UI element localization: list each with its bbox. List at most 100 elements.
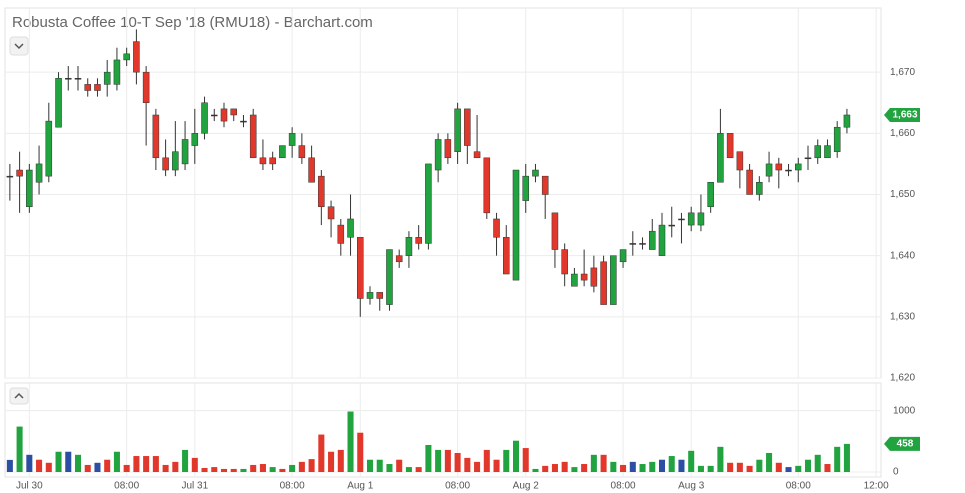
candle-body [717, 133, 724, 183]
candle-body [678, 218, 685, 221]
volume-bar [347, 411, 354, 472]
volume-bar [65, 451, 72, 472]
volume-bar [386, 464, 393, 472]
volume-bar [172, 461, 179, 472]
candle-body [794, 163, 802, 171]
x-tick-label: 08:00 [280, 481, 305, 492]
volume-bar [571, 467, 578, 472]
candle-body [191, 133, 199, 146]
volume-bar [45, 462, 52, 472]
x-tick-label: 08:00 [611, 481, 636, 492]
volume-bar [308, 459, 315, 472]
candle-body [726, 133, 734, 159]
volume-bar [551, 464, 558, 472]
volume-bar [376, 459, 383, 472]
volume-bar [804, 459, 812, 472]
volume-collapse-button[interactable] [9, 387, 29, 405]
dropdown-button[interactable] [9, 36, 29, 56]
candle-body [707, 182, 714, 207]
volume-bar [259, 464, 266, 472]
volume-bar [843, 443, 850, 472]
volume-bar [697, 465, 704, 472]
candle-body [123, 53, 130, 61]
x-tick-label: 08:00 [114, 481, 139, 492]
candle-body [522, 175, 530, 201]
candle-body [172, 151, 179, 171]
candle-body [804, 157, 812, 160]
candle-body [74, 78, 82, 80]
volume-bar [357, 432, 364, 472]
candle-body [765, 163, 773, 177]
volume-bar [512, 440, 520, 472]
volume-bar [269, 467, 276, 472]
volume-panel [4, 382, 882, 478]
candle-body [736, 151, 744, 171]
volume-bar [542, 465, 549, 472]
candle-body [133, 41, 140, 73]
candle-body [45, 120, 53, 177]
candle-body [464, 108, 471, 146]
volume-bar [678, 459, 685, 472]
candle-body [386, 249, 393, 305]
candle-body [356, 237, 364, 299]
candle-body [327, 206, 335, 220]
candle-body [366, 292, 374, 299]
x-tick-label: 08:00 [786, 481, 811, 492]
volume-bar [201, 468, 208, 472]
y-tick-label: 1,620 [890, 373, 915, 384]
candle-body [308, 157, 315, 183]
volume-bar [55, 451, 62, 472]
candle-body [142, 71, 150, 103]
candle-body [405, 237, 413, 256]
volume-bar [707, 465, 714, 472]
volume-bar [250, 464, 257, 472]
volume-bar [824, 464, 831, 472]
candle-body [249, 114, 257, 159]
volume-bar [405, 467, 412, 472]
candle-body [230, 108, 238, 116]
last-volume-label: 458 [897, 439, 914, 450]
candle-body [376, 292, 384, 299]
volume-bar [658, 459, 666, 472]
candle-body [425, 163, 432, 244]
candle-body [843, 114, 851, 128]
candle-body [6, 175, 14, 178]
volume-bar [74, 454, 82, 472]
volume-bar [133, 456, 140, 472]
volume-bar [279, 468, 286, 472]
volume-bar [230, 468, 237, 472]
y-tick-label: 1,670 [890, 67, 915, 78]
volume-bar [736, 462, 743, 472]
candle-body [775, 163, 783, 171]
volume-bar [104, 459, 111, 472]
volume-bar [620, 464, 627, 472]
last-price-marker [884, 107, 920, 122]
candle-body [298, 145, 306, 159]
volume-bar [143, 456, 150, 472]
volume-bar [785, 467, 792, 472]
volume-bar [162, 464, 169, 472]
volume-bar [464, 457, 471, 472]
x-tick-label: 12:00 [864, 481, 889, 492]
candle-body [824, 145, 831, 159]
volume-bar [36, 459, 43, 472]
y-tick-label: 1,650 [890, 189, 915, 200]
candle-body [629, 243, 637, 245]
candle-body [434, 139, 442, 171]
candle-body [697, 212, 705, 226]
candle-body [454, 108, 461, 152]
candle-body [240, 120, 247, 123]
candle-body [444, 139, 452, 159]
volume-bar [522, 448, 529, 472]
volume-bar [289, 464, 296, 472]
candle-body [269, 157, 276, 165]
candle-body [220, 108, 228, 122]
candle-body [561, 249, 568, 275]
volume-bar [191, 457, 198, 472]
y-tick-label: 1,640 [890, 250, 915, 261]
x-tick-label: Jul 31 [181, 481, 208, 492]
volume-bar [182, 449, 189, 472]
candle-body [600, 261, 607, 305]
chart-title: Robusta Coffee 10-T Sep '18 (RMU18) - Ba… [12, 14, 373, 31]
y2-tick-label: 0 [893, 467, 899, 478]
